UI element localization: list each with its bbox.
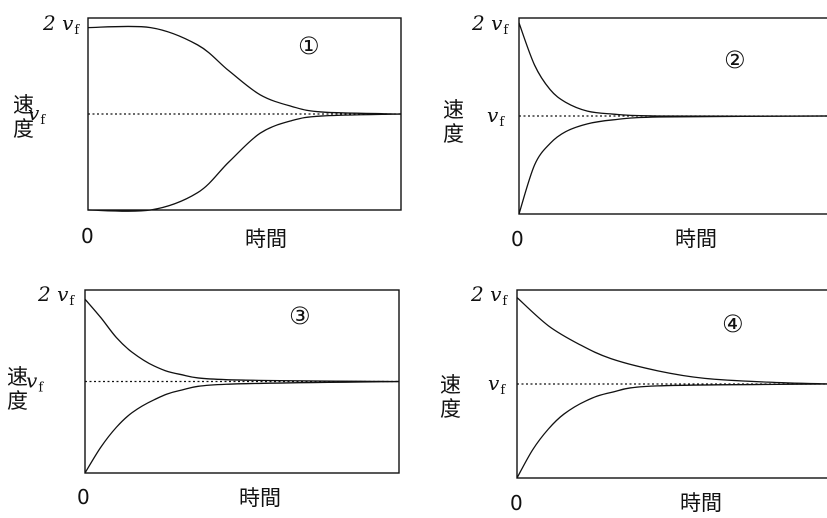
chart-panel-3: 2 vf vf 0 時間 速度 ③ [7,282,400,510]
x-tick-label-zero: 0 [77,485,90,509]
series-group [84,298,400,474]
y-axis-label: 速度 [440,373,461,421]
chart-panel-2: 2 vf vf 0 時間 速度 ② [443,11,827,251]
y-tick-label-top: 2 vf [470,282,508,309]
series-group [516,297,827,479]
y-tick-label-mid: vf [488,371,506,398]
x-tick-label-zero: 0 [510,491,523,515]
series-line-decelerating [87,25,402,115]
series-line-decelerating [516,297,827,385]
y-tick-label-mid: vf [487,103,505,130]
series-line-accelerating [84,380,400,474]
y-tick-label-top: 2 vf [42,11,80,38]
y-axis-label: 速度 [13,93,34,141]
series-line-accelerating [516,383,827,479]
chart-panel-4: 2 vf vf 0 時間 速度 ④ [440,282,827,515]
x-axis-label: 時間 [245,227,287,251]
panel-label: ③ [289,302,311,330]
x-tick-label-zero: 0 [81,224,94,248]
series-line-decelerating [84,298,400,383]
series-group [87,25,402,212]
y-tick-label-mid: vf [26,369,44,396]
y-axis-label: 速度 [443,98,464,146]
y-tick-label-top: 2 vf [471,11,509,38]
series-line-accelerating [87,113,402,212]
x-axis-label: 時間 [239,486,281,510]
panel-label: ② [724,46,746,74]
series-line-decelerating [518,22,827,117]
series-group [518,22,827,215]
y-axis-label: 速度 [7,365,28,413]
panel-label: ④ [722,310,744,338]
y-tick-label-mid: vf [28,101,46,128]
series-line-accelerating [518,115,827,215]
x-axis-label: 時間 [675,227,717,251]
panel-label: ① [298,32,320,60]
x-tick-label-zero: 0 [511,227,524,251]
y-tick-label-top: 2 vf [37,282,75,309]
x-axis-label: 時間 [680,491,722,515]
chart-panel-1: 2 vf vf 0 時間 速度 ① [13,11,402,251]
